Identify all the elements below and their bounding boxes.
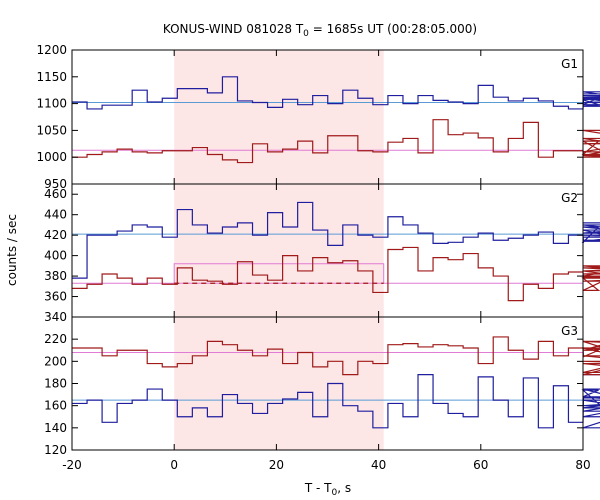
y-axis-label: counts / sec [5,214,19,286]
panel-g1-y-tick-label: 1050 [36,123,67,137]
x-tick-label: 40 [371,458,386,472]
panel-g3-y-tick-label: 140 [44,421,67,435]
shaded-interval [174,50,384,450]
panel-g2-series-1 [72,201,600,279]
x-axis-label-sub: 0 [332,488,338,498]
panel-g3-y-tick-label: 120 [44,443,67,457]
x-tick-label: -20 [62,458,82,472]
x-axis-label-main: T - T [304,481,332,495]
panel-g1-y-tick-label: 1150 [36,70,67,84]
panel-g3-label: G3 [561,324,578,338]
panel-g2-y-tick-label: 440 [44,208,67,222]
panel-g2-y-tick-label: 400 [44,249,67,263]
panel-g1-series-1 [72,76,600,110]
chart-title-rest: = 1685s UT (00:28:05.000) [309,22,477,36]
x-axis-label: T - T0, s [304,481,351,498]
panel-g1-y-tick-label: 1100 [36,97,67,111]
chart-title-main: KONUS-WIND 081028 T [163,22,304,36]
plot-area: 95010001050110011501200G1340360380400420… [36,43,600,472]
x-tick-label: 80 [575,458,590,472]
panel-g2-series-2 [72,246,600,302]
panel-g1-y-tick-label: 1200 [36,43,67,57]
panel-g1-label: G1 [561,57,578,71]
x-axis-label-rest: , s [337,481,351,495]
x-tick-label: 60 [473,458,488,472]
panel-g1-series-2 [72,119,600,164]
chart-title: KONUS-WIND 081028 T0 = 1685s UT (00:28:0… [163,22,477,39]
panel-g3-series-2 [72,336,600,376]
panel-g2-label: G2 [561,191,578,205]
panel-g1-y-tick-label: 1000 [36,150,67,164]
panel-g2-y-tick-label: 460 [44,187,67,201]
panel-g2-y-tick-label: 340 [44,310,67,324]
panel-g3-y-tick-label: 160 [44,399,67,413]
panel-g3-y-tick-label: 180 [44,377,67,391]
panel-g3-y-tick-label: 200 [44,354,67,368]
panel-g2-y-tick-label: 360 [44,290,67,304]
panel-g2-interval-bracket [173,263,385,284]
chart-title-sub: 0 [303,29,309,39]
panel-g2-y-tick-label: 420 [44,228,67,242]
panel-g3-y-tick-label: 220 [44,332,67,346]
x-tick-label: 20 [269,458,284,472]
panel-g3-series-1 [72,374,600,429]
panel-g2-y-tick-label: 380 [44,269,67,283]
panel-g1-y-tick-label: 950 [44,177,67,191]
x-tick-label: 0 [170,458,178,472]
